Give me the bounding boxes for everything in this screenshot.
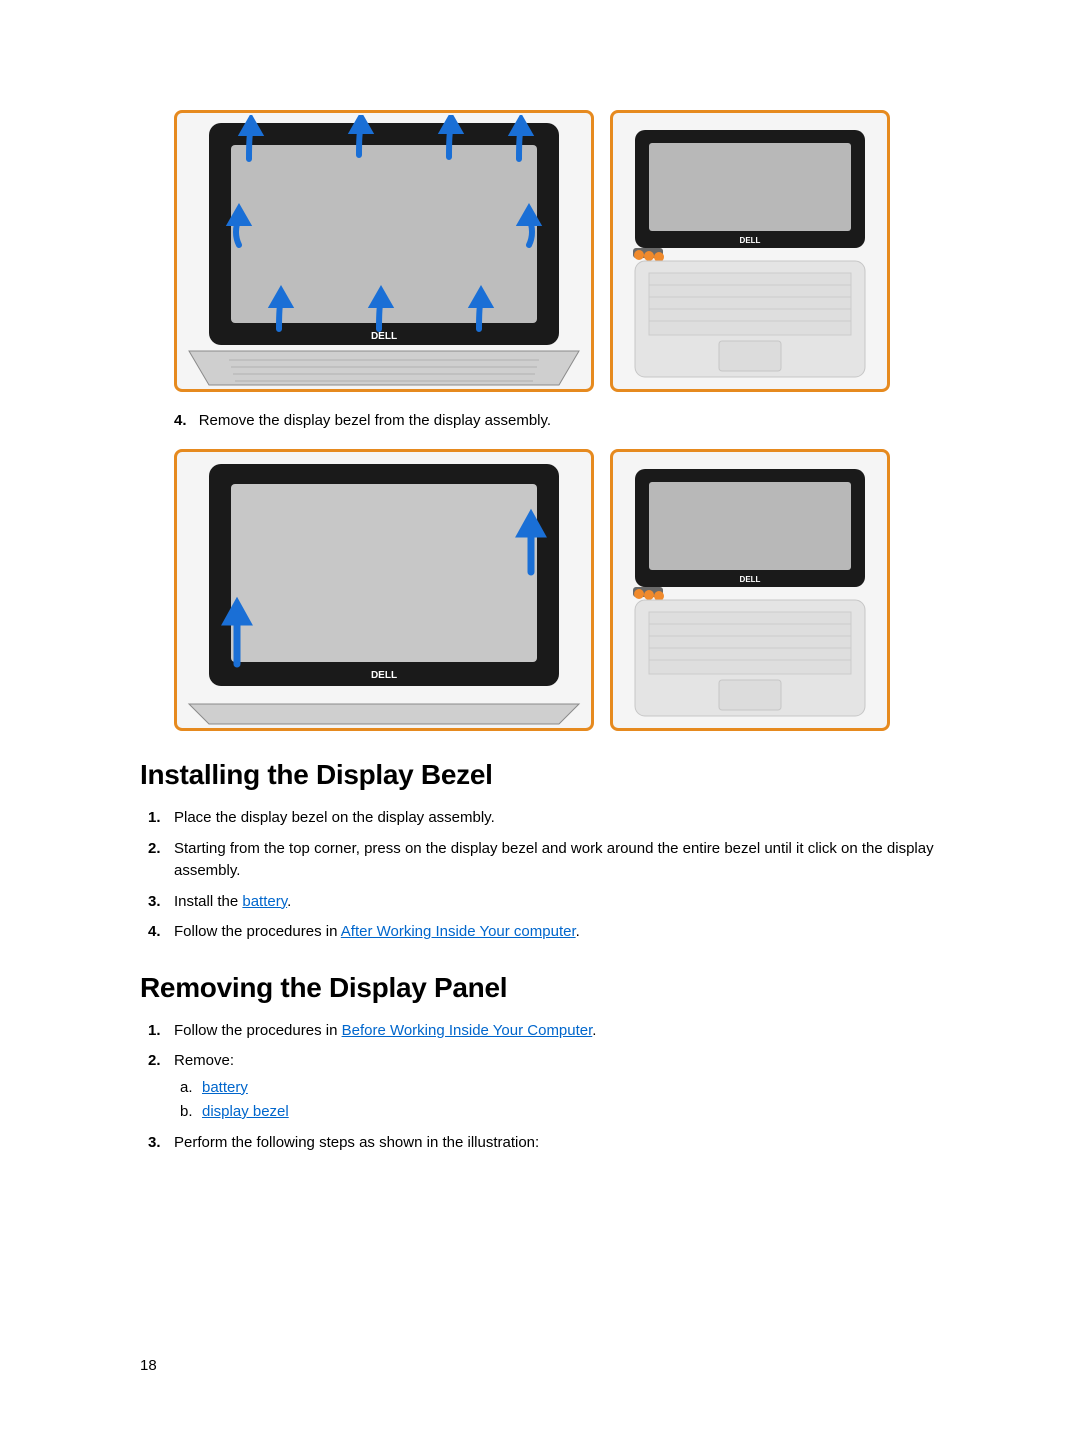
laptop-flat-illustration: DELL: [615, 115, 885, 387]
section-removing-title: Removing the Display Panel: [140, 972, 940, 1004]
figure-2-row: DELL DELL: [174, 449, 940, 731]
laptop-bezel-lift-illustration: DELL: [179, 454, 589, 726]
install-step-2: Starting from the top corner, press on t…: [174, 838, 940, 883]
figure-1-row: DELL DELL: [174, 110, 940, 392]
section-installing-steps: Place the display bezel on the display a…: [140, 807, 940, 944]
svg-text:DELL: DELL: [740, 236, 761, 245]
section-removing-steps: Follow the procedures in Before Working …: [140, 1020, 940, 1155]
section-installing-title: Installing the Display Bezel: [140, 759, 940, 791]
step-4-num: 4.: [174, 412, 187, 429]
remove-step-3: Perform the following steps as shown in …: [174, 1132, 940, 1155]
link-battery[interactable]: battery: [242, 893, 287, 910]
step-4: 4. Remove the display bezel from the dis…: [174, 410, 940, 431]
page-number: 18: [140, 1357, 157, 1374]
laptop-flat-illustration-2: DELL: [615, 454, 885, 726]
link-after-working[interactable]: After Working Inside Your computer: [341, 923, 576, 940]
remove-step-2-sublist: battery display bezel: [174, 1077, 940, 1124]
figure-1-main: DELL: [174, 110, 594, 392]
laptop-bezel-pry-illustration: DELL: [179, 115, 589, 387]
install-step-4: Follow the procedures in After Working I…: [174, 921, 940, 944]
figure-2-side: DELL: [610, 449, 890, 731]
figure-2-main: DELL: [174, 449, 594, 731]
svg-text:DELL: DELL: [371, 331, 397, 342]
install-step-1: Place the display bezel on the display a…: [174, 807, 940, 830]
link-battery-2[interactable]: battery: [202, 1079, 248, 1096]
remove-sub-b: display bezel: [202, 1101, 940, 1124]
figure-1-side: DELL: [610, 110, 890, 392]
svg-text:DELL: DELL: [371, 670, 397, 681]
install-step-3: Install the battery.: [174, 891, 940, 914]
remove-step-1: Follow the procedures in Before Working …: [174, 1020, 940, 1043]
link-before-working[interactable]: Before Working Inside Your Computer: [342, 1022, 593, 1039]
svg-text:DELL: DELL: [740, 575, 761, 584]
remove-sub-a: battery: [202, 1077, 940, 1100]
remove-step-2: Remove: battery display bezel: [174, 1050, 940, 1124]
link-display-bezel[interactable]: display bezel: [202, 1103, 289, 1120]
step-4-text: Remove the display bezel from the displa…: [199, 412, 551, 429]
